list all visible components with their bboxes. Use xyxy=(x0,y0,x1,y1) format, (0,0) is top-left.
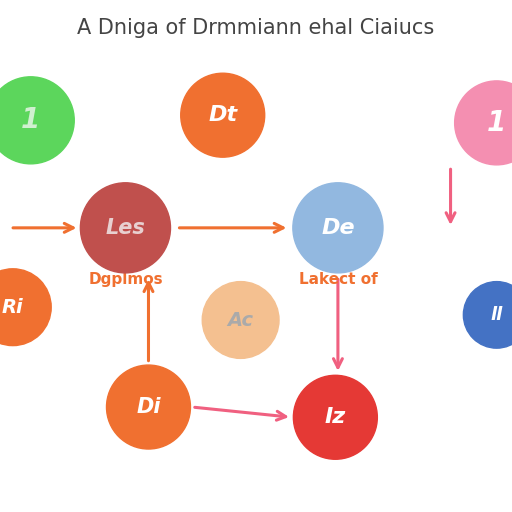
Circle shape xyxy=(181,73,265,157)
Circle shape xyxy=(293,375,377,459)
Circle shape xyxy=(0,269,51,346)
Circle shape xyxy=(80,183,170,273)
Circle shape xyxy=(455,81,512,165)
Circle shape xyxy=(106,365,190,449)
Text: Dgplmos: Dgplmos xyxy=(88,271,163,287)
Text: A Dniga of Drmmiann ehal Ciaiucs: A Dniga of Drmmiann ehal Ciaiucs xyxy=(77,18,435,38)
Text: 1: 1 xyxy=(487,109,506,137)
Circle shape xyxy=(293,183,383,273)
Circle shape xyxy=(202,282,279,358)
Text: Ac: Ac xyxy=(228,310,253,330)
Text: Iz: Iz xyxy=(325,407,346,428)
Text: Ri: Ri xyxy=(2,297,24,317)
Text: ll: ll xyxy=(490,306,503,324)
Text: 1: 1 xyxy=(21,106,40,134)
Circle shape xyxy=(463,282,512,348)
Text: Lakect of: Lakect of xyxy=(298,271,377,287)
Text: De: De xyxy=(321,218,355,238)
Text: Les: Les xyxy=(105,218,145,238)
Text: Di: Di xyxy=(136,397,161,417)
Circle shape xyxy=(0,77,74,164)
Text: Dt: Dt xyxy=(208,105,237,125)
